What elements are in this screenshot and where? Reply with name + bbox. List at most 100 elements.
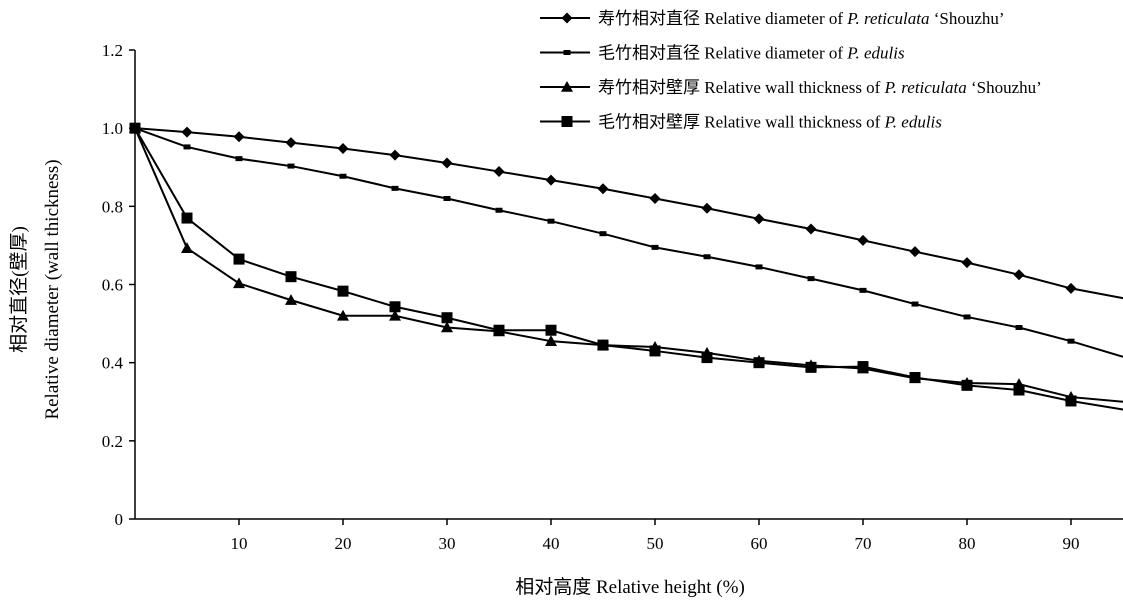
data-point <box>649 193 661 205</box>
y-axis-title-zh: 相对直径(壁厚) <box>8 226 30 353</box>
y-tick-label: 0.6 <box>102 276 123 295</box>
legend-label: 毛竹相对壁厚 Relative wall thickness of P. edu… <box>598 113 942 132</box>
y-tick-label: 0 <box>115 510 124 529</box>
data-point <box>389 149 401 161</box>
data-point <box>753 357 765 369</box>
data-point <box>183 144 191 150</box>
series-line <box>134 127 1123 358</box>
x-tick-label: 40 <box>543 534 560 553</box>
data-point <box>701 202 713 214</box>
series-line <box>134 127 1123 411</box>
data-point <box>1065 395 1077 407</box>
data-point <box>701 352 713 364</box>
data-point <box>443 196 451 202</box>
data-point <box>441 321 453 333</box>
data-point <box>755 264 763 270</box>
data-point <box>805 223 817 235</box>
data-point <box>391 185 399 191</box>
x-tick-label: 80 <box>959 534 976 553</box>
data-point <box>337 309 349 321</box>
legend-marker <box>561 12 573 24</box>
legend-marker <box>561 81 573 92</box>
data-point <box>389 309 401 321</box>
x-axis-ticks: 10 20 30 40 50 60 70 80 90 <box>231 519 1080 553</box>
data-point <box>1067 338 1075 344</box>
plot-area <box>129 122 1123 411</box>
data-point <box>181 242 193 253</box>
data-point <box>599 231 607 237</box>
data-point <box>235 156 243 162</box>
data-point <box>753 213 765 225</box>
data-point <box>857 361 869 373</box>
data-point <box>287 163 295 169</box>
data-point <box>389 301 401 313</box>
data-point <box>807 276 815 282</box>
data-point <box>911 301 919 307</box>
legend-marker <box>563 50 571 55</box>
data-point <box>805 361 817 373</box>
legend-label: 寿竹相对壁厚 Relative wall thickness of P. ret… <box>598 78 1042 97</box>
legend-item: 寿竹相对壁厚 Relative wall thickness of P. ret… <box>540 78 1042 97</box>
y-tick-label: 1.0 <box>102 119 123 138</box>
legend-marker <box>561 116 573 127</box>
data-point <box>1013 384 1025 396</box>
x-tick-label: 30 <box>439 534 456 553</box>
series-4 <box>129 122 1123 411</box>
y-axis-ticks: 0 0.2 0.4 0.6 0.8 1.0 1.2 <box>102 41 135 529</box>
series-1 <box>129 122 1123 300</box>
y-tick-label: 0.4 <box>102 354 124 373</box>
x-tick-label: 10 <box>231 534 248 553</box>
data-point <box>859 287 867 293</box>
series-2 <box>131 125 1123 358</box>
legend-label: 毛竹相对直径 Relative diameter of P. edulis <box>598 44 905 63</box>
data-point <box>441 157 453 169</box>
x-tick-label: 60 <box>751 534 768 553</box>
data-point <box>493 324 505 336</box>
series-line <box>134 127 1123 403</box>
data-point <box>909 246 921 258</box>
data-point <box>649 345 661 357</box>
data-point <box>545 324 557 336</box>
y-tick-label: 1.2 <box>102 41 123 60</box>
series-line <box>134 127 1123 300</box>
x-tick-label: 70 <box>855 534 872 553</box>
x-tick-label: 90 <box>1063 534 1080 553</box>
x-tick-label: 20 <box>335 534 352 553</box>
data-point <box>963 314 971 320</box>
data-point <box>233 277 245 289</box>
legend-item: 毛竹相对壁厚 Relative wall thickness of P. edu… <box>540 113 942 132</box>
data-point <box>181 212 193 224</box>
data-point <box>597 183 609 195</box>
data-point <box>857 234 869 246</box>
data-point <box>285 294 297 305</box>
data-point <box>1065 282 1077 294</box>
data-point <box>703 254 711 260</box>
data-point <box>441 312 453 324</box>
data-point <box>337 285 349 297</box>
data-point <box>1015 324 1023 330</box>
data-point <box>233 131 245 143</box>
axes: 10 20 30 40 50 60 70 80 90 0 0.2 0.4 0.6 0.8 1.0 1.2 <box>102 41 1123 553</box>
data-point <box>961 379 973 391</box>
legend: 寿竹相对直径 Relative diameter of P. reticulat… <box>540 9 1042 132</box>
data-point <box>909 372 921 384</box>
data-point <box>337 142 349 154</box>
data-point <box>961 257 973 269</box>
legend-item: 毛竹相对直径 Relative diameter of P. edulis <box>540 44 905 63</box>
data-point <box>651 244 659 250</box>
data-point <box>285 271 297 283</box>
data-point <box>545 335 557 346</box>
data-point <box>1013 269 1025 281</box>
y-axis-title-en: Relative diameter (wall thickness) <box>42 159 63 419</box>
data-point <box>597 339 609 351</box>
data-point <box>493 166 505 178</box>
data-point <box>547 218 555 224</box>
y-tick-label: 0.2 <box>102 432 123 451</box>
data-point <box>545 174 557 186</box>
data-point <box>285 137 297 149</box>
data-point <box>495 207 503 213</box>
y-tick-label: 0.8 <box>102 197 123 216</box>
x-tick-label: 50 <box>647 534 664 553</box>
data-point <box>181 126 193 138</box>
